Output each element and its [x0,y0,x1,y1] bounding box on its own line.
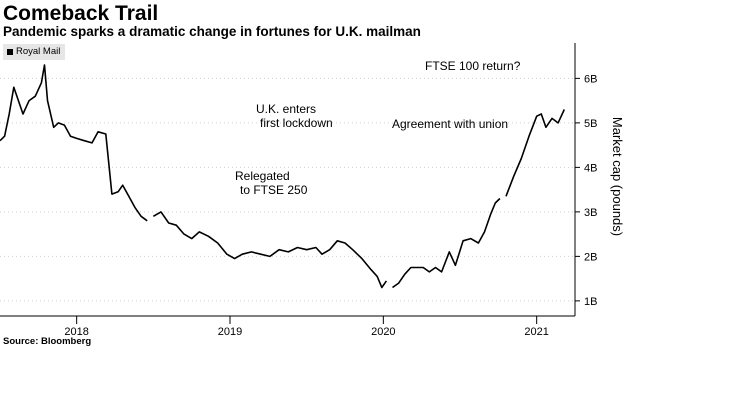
chart-subtitle: Pandemic sparks a dramatic change in for… [3,24,421,39]
y-tick-label: 5B [584,118,597,130]
annotation-text: Relegated [235,169,290,183]
annotation-text: U.K. enters [256,102,316,116]
y-tick-label: 2B [584,251,597,263]
x-tick-label: 2018 [64,326,88,338]
annotation-text: FTSE 100 return? [425,59,521,73]
x-tick-label: 2019 [218,326,242,338]
x-tick-label: 2021 [524,326,548,338]
chart-title: Comeback Trail [3,2,159,25]
y-tick-label: 6B [584,73,597,85]
annotation-text: Agreement with union [392,117,508,131]
legend-label: Royal Mail [16,46,61,57]
source-note: Source: Bloomberg [3,336,92,347]
y-tick-label: 3B [584,207,597,219]
y-tick-label: 1B [584,296,597,308]
series-line-royal-mail [152,211,388,289]
legend: Royal Mail [3,44,66,60]
series-layer [0,64,566,289]
legend-swatch [7,49,13,55]
y-tick-label: 4B [584,162,597,174]
annotation-text: to FTSE 250 [240,183,308,197]
x-tick-label: 2020 [371,326,395,338]
series-line-royal-mail [392,197,501,289]
y-axis-title: Market cap (pounds) [610,117,625,236]
series-line-royal-mail [0,64,148,222]
axes: 1B 2B 3B 4B 5B 6B 2018 2019 2020 2021 Market cap (… [0,43,625,338]
annotation-text: first lockdown [260,116,333,130]
series-line-royal-mail [505,109,566,197]
